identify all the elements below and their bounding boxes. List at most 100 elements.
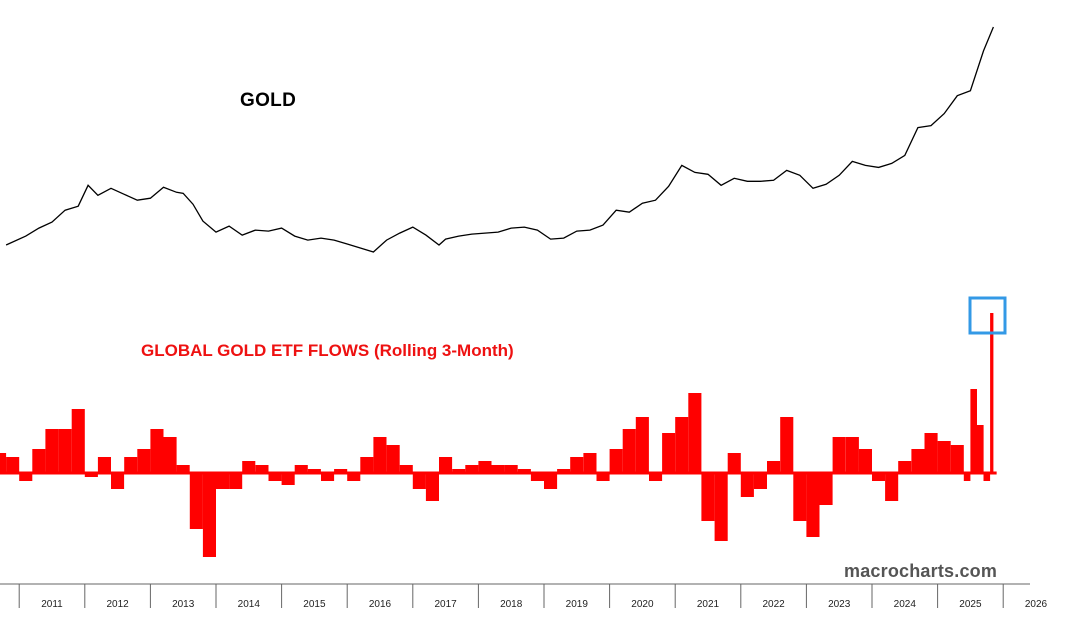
etf-flow-bar: [675, 417, 689, 473]
etf-flow-bar: [334, 469, 348, 473]
etf-flow-bar: [977, 425, 984, 473]
etf-flow-bar: [255, 465, 269, 473]
etf-flow-bar: [557, 469, 571, 473]
etf-flow-bar: [609, 449, 623, 473]
etf-flow-bar: [570, 457, 584, 473]
etf-flow-bar: [97, 457, 111, 473]
etf-flow-bar: [688, 393, 702, 473]
etf-flow-bar: [911, 449, 925, 473]
etf-flow-bar: [58, 429, 72, 473]
x-tick-label: 2022: [762, 599, 785, 610]
etf-flow-bar: [806, 473, 820, 537]
etf-flow-bar: [845, 437, 859, 473]
etf-flow-bar: [307, 469, 321, 473]
x-tick-label: 2016: [369, 599, 392, 610]
etf-flow-bar: [517, 469, 531, 473]
etf-flow-bar: [622, 429, 636, 473]
etf-flow-bar: [0, 453, 7, 473]
etf-flow-bar: [740, 473, 754, 497]
etf-flow-bars-layer: [0, 313, 994, 557]
etf-flow-bar: [242, 461, 256, 473]
etf-flow-bar: [963, 473, 971, 481]
gold-price-line: [5, 26, 995, 253]
x-tick-label: 2024: [894, 599, 917, 610]
etf-flow-bar: [780, 417, 794, 473]
etf-flow-bar: [767, 461, 781, 473]
x-tick-label: 2021: [697, 599, 720, 610]
etf-flow-bar: [137, 449, 151, 473]
etf-flow-bar: [189, 473, 203, 529]
etf-flow-bar: [32, 449, 46, 473]
etf-flow-bar: [360, 457, 374, 473]
etf-flow-bar: [373, 437, 387, 473]
x-tick-label: 2012: [106, 599, 129, 610]
etf-flow-bar: [898, 461, 912, 473]
etf-flow-bar: [176, 465, 190, 473]
etf-flow-bar: [701, 473, 715, 521]
etf-flow-bar: [294, 465, 308, 473]
etf-flow-bar: [872, 473, 886, 481]
etf-flow-bar: [596, 473, 610, 481]
etf-flow-bar: [124, 457, 138, 473]
x-tick-label: 2015: [303, 599, 326, 610]
etf-flow-bar: [111, 473, 125, 489]
etf-flow-bar: [229, 473, 243, 489]
x-tick-label: 2018: [500, 599, 523, 610]
etf-flow-bar: [583, 453, 597, 473]
etf-flow-bar: [727, 453, 741, 473]
etf-flow-bar: [885, 473, 899, 501]
etf-flow-bar: [439, 457, 453, 473]
etf-flow-bar: [163, 437, 177, 473]
etf-flow-bar: [84, 473, 98, 477]
x-tick-label: 2023: [828, 599, 851, 610]
etf-flow-bar: [635, 417, 649, 473]
etf-flow-bar: [19, 473, 33, 481]
etf-flow-bar: [491, 465, 505, 473]
etf-flow-bar: [924, 433, 938, 473]
etf-flow-bar: [386, 445, 400, 473]
etf-flow-bar: [399, 465, 413, 473]
etf-flows-title: GLOBAL GOLD ETF FLOWS (Rolling 3-Month): [141, 341, 514, 360]
etf-flow-bar: [504, 465, 518, 473]
etf-flow-bar: [793, 473, 807, 521]
etf-flow-bar: [478, 461, 492, 473]
etf-flow-bar: [268, 473, 282, 481]
etf-flow-bar: [937, 441, 951, 473]
etf-flow-bar: [6, 457, 20, 473]
x-tick-label: 2017: [434, 599, 457, 610]
etf-flow-bar: [281, 473, 295, 485]
x-axis: 2011 2012 2013 2014 2015 2016 2017 2018 2019 2020…: [0, 583, 1048, 610]
etf-flow-bar: [983, 473, 991, 481]
etf-flow-bar: [347, 473, 361, 481]
highlight-box: [968, 296, 1007, 335]
etf-flow-bar: [950, 445, 964, 473]
gold-line-layer: [5, 26, 995, 253]
etf-flow-bar: [753, 473, 767, 489]
etf-flow-bar: [216, 473, 230, 489]
x-tick-label: 2013: [172, 599, 195, 610]
etf-flow-bar: [45, 429, 59, 473]
etf-flow-bar: [714, 473, 728, 541]
x-tick-label: 2014: [238, 599, 261, 610]
etf-flow-bar: [465, 465, 479, 473]
etf-flow-bar: [412, 473, 426, 489]
etf-flow-bar: [858, 449, 872, 473]
etf-flow-bar: [990, 313, 994, 473]
etf-flow-bar: [71, 409, 85, 473]
etf-flow-bar: [832, 437, 846, 473]
etf-flow-bar: [425, 473, 439, 501]
x-tick-label: 2020: [631, 599, 654, 610]
etf-flow-bar: [970, 389, 977, 473]
etf-flow-bar: [649, 473, 663, 481]
etf-flow-bar: [452, 469, 466, 473]
x-tick-label: 2019: [566, 599, 589, 610]
etf-flow-bar: [819, 473, 833, 505]
watermark: macrocharts.com: [844, 561, 998, 581]
x-tick-label: 2011: [41, 599, 63, 610]
etf-flow-bar: [321, 473, 335, 481]
etf-flow-bar: [150, 429, 164, 473]
x-tick-label: 2026: [1025, 599, 1048, 610]
x-tick-label: 2025: [959, 599, 982, 610]
